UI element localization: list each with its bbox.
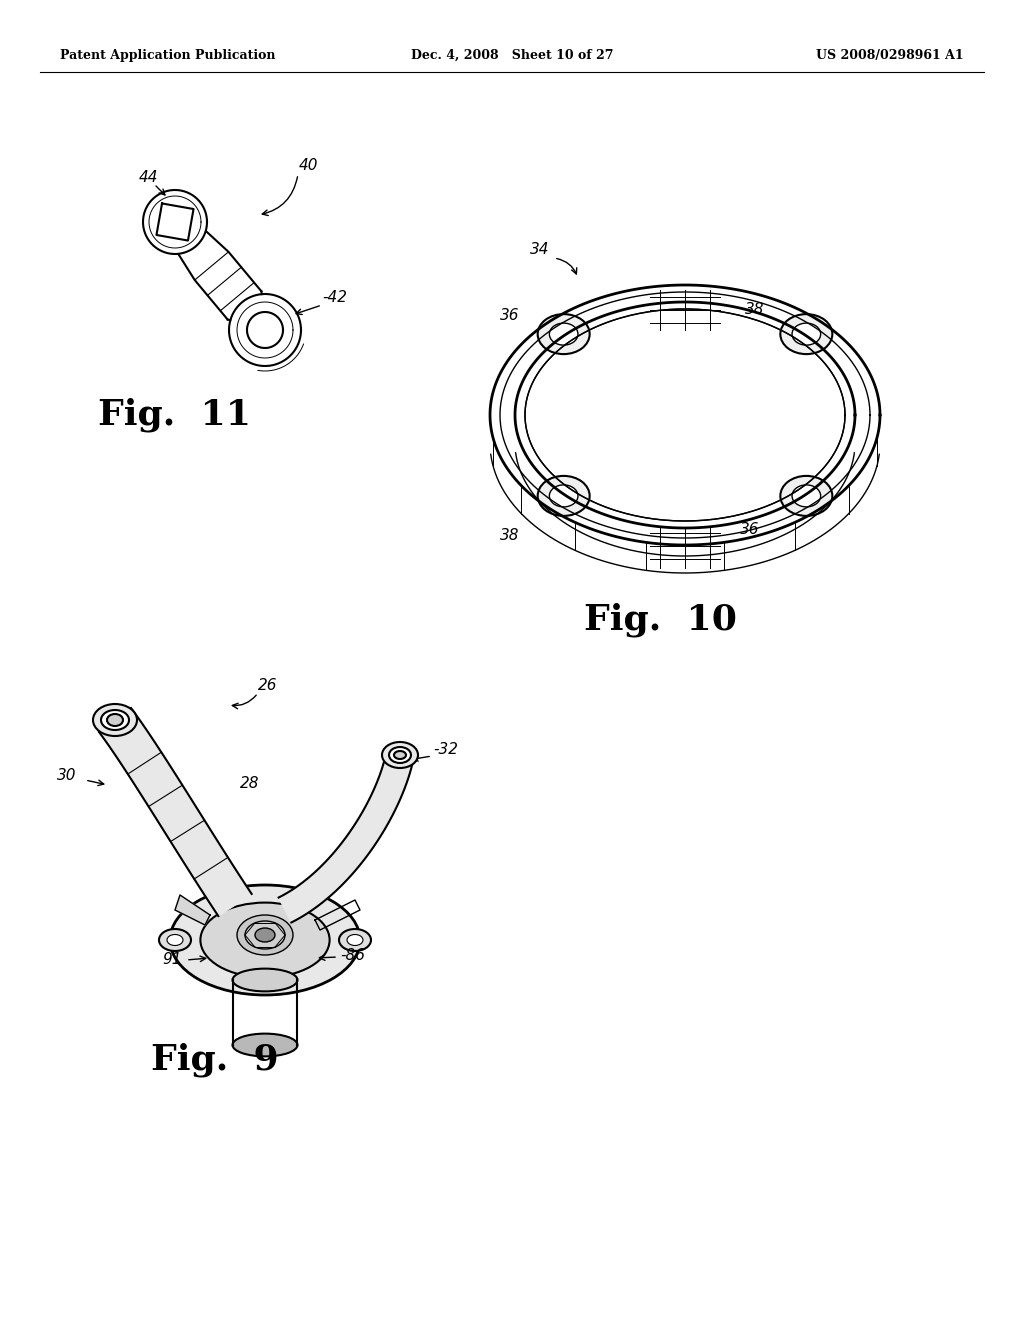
Text: 30: 30 (57, 767, 77, 783)
Ellipse shape (167, 935, 183, 945)
Text: -42: -42 (322, 290, 347, 305)
Ellipse shape (792, 484, 820, 507)
Ellipse shape (106, 714, 123, 726)
Ellipse shape (538, 477, 590, 516)
Text: 91: 91 (162, 953, 181, 968)
Text: 38: 38 (745, 302, 765, 318)
Polygon shape (99, 708, 252, 916)
Ellipse shape (347, 935, 362, 945)
Ellipse shape (101, 710, 129, 730)
Text: Dec. 4, 2008   Sheet 10 of 27: Dec. 4, 2008 Sheet 10 of 27 (411, 49, 613, 62)
Polygon shape (175, 895, 210, 925)
Ellipse shape (170, 884, 360, 995)
Ellipse shape (159, 929, 191, 950)
Ellipse shape (780, 477, 833, 516)
Ellipse shape (232, 969, 298, 991)
Ellipse shape (201, 903, 330, 977)
Ellipse shape (339, 929, 371, 950)
Text: 44: 44 (138, 170, 158, 186)
Ellipse shape (389, 747, 411, 763)
Ellipse shape (549, 323, 578, 345)
Polygon shape (279, 752, 414, 923)
Ellipse shape (394, 751, 406, 759)
Text: 28: 28 (241, 776, 260, 791)
Text: 34: 34 (530, 243, 550, 257)
Ellipse shape (780, 314, 833, 354)
Text: 36: 36 (501, 308, 520, 322)
Ellipse shape (232, 1034, 298, 1056)
Text: 40: 40 (298, 157, 317, 173)
Ellipse shape (792, 323, 820, 345)
Text: Fig.  10: Fig. 10 (584, 603, 736, 638)
Text: US 2008/0298961 A1: US 2008/0298961 A1 (816, 49, 964, 62)
Text: 36: 36 (740, 523, 760, 537)
Text: 26: 26 (258, 678, 278, 693)
Ellipse shape (382, 742, 418, 768)
Ellipse shape (237, 915, 293, 954)
Text: -32: -32 (433, 742, 458, 758)
Ellipse shape (538, 314, 590, 354)
Ellipse shape (245, 921, 285, 949)
Text: 38: 38 (501, 528, 520, 543)
Text: Fig.  11: Fig. 11 (98, 397, 252, 432)
Ellipse shape (255, 928, 275, 942)
Text: -86: -86 (340, 948, 365, 962)
Text: Patent Application Publication: Patent Application Publication (60, 49, 275, 62)
Text: Fig.  9: Fig. 9 (152, 1043, 279, 1077)
Ellipse shape (93, 704, 137, 737)
Ellipse shape (549, 484, 578, 507)
